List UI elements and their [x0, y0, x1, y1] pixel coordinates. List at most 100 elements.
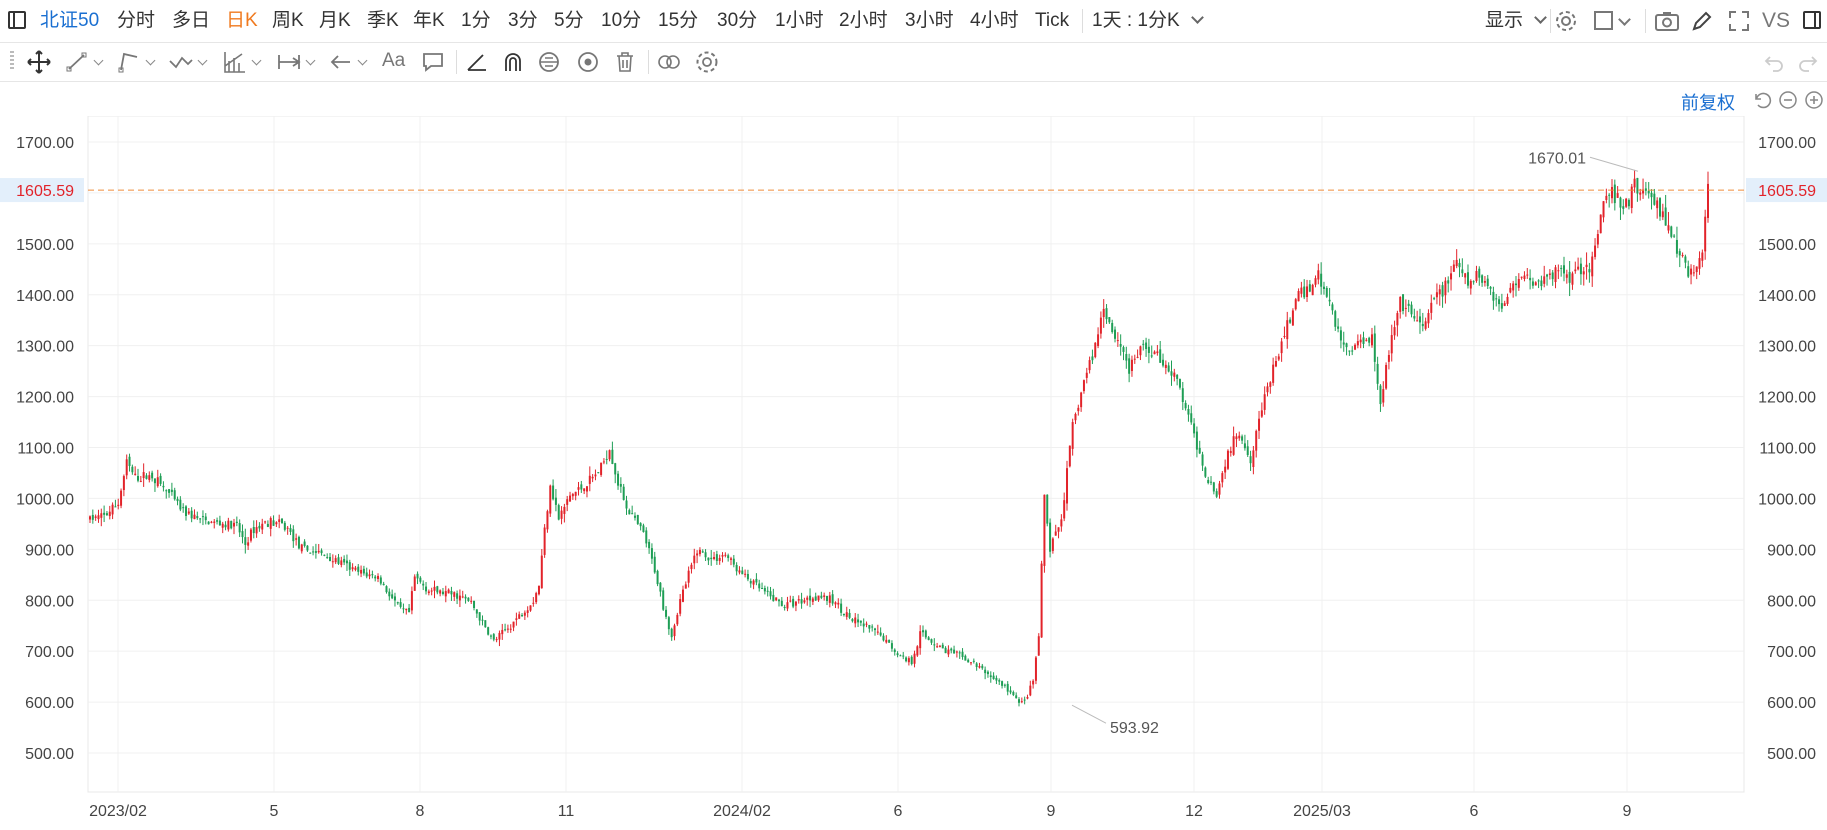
candle [936, 642, 939, 648]
candlestick-chart[interactable]: 1700.001600.001500.001400.001300.001200.… [0, 116, 1827, 830]
candle [1633, 169, 1636, 193]
candle [1707, 171, 1709, 223]
candle [521, 613, 524, 617]
comment-bubble-icon[interactable] [420, 49, 446, 75]
measure-range-icon[interactable] [276, 49, 302, 75]
sidebar-toggle-icon[interactable] [8, 11, 26, 29]
period-tab[interactable]: 季K [367, 10, 399, 31]
camera-icon[interactable] [1654, 9, 1680, 33]
candle [1277, 353, 1280, 362]
period-tab[interactable]: 5分 [554, 10, 584, 31]
trash-icon[interactable] [612, 49, 638, 75]
wave-pattern-icon[interactable] [168, 49, 194, 75]
candle [473, 600, 476, 611]
arrow-left-icon[interactable] [328, 49, 354, 75]
candle [789, 595, 792, 603]
display-menu[interactable]: 显示 [1485, 0, 1548, 42]
period-tab[interactable]: 4小时 [970, 10, 1019, 31]
period-tab[interactable]: 1小时 [775, 10, 824, 31]
eye-visibility-icon[interactable] [575, 49, 601, 75]
line-segment-icon[interactable] [64, 49, 90, 75]
zoom-out-icon[interactable] [1778, 90, 1798, 110]
candle [537, 585, 540, 596]
chevron-down-icon[interactable] [93, 55, 104, 66]
candle [854, 613, 857, 628]
candle [1673, 234, 1676, 238]
fib-grid-icon[interactable] [222, 49, 248, 75]
symbol-name[interactable]: 北证50 [40, 10, 100, 31]
period-tab[interactable]: Tick [1035, 10, 1070, 31]
period-tab[interactable]: 分时 [117, 10, 156, 31]
candle [1461, 258, 1464, 277]
overlay-circles-icon[interactable] [656, 49, 682, 75]
move-cross-icon[interactable] [26, 49, 52, 75]
period-tab[interactable]: 1分 [461, 10, 491, 31]
period-tab[interactable]: 月K [319, 10, 351, 31]
angle-tool-icon[interactable] [464, 49, 490, 75]
reset-icon[interactable] [1752, 90, 1772, 110]
candle [1207, 476, 1210, 485]
candle [1060, 514, 1063, 532]
candle [947, 645, 950, 658]
candle [168, 488, 171, 498]
layout-square-icon[interactable] [1594, 11, 1613, 30]
period-tab[interactable]: 2小时 [839, 10, 888, 31]
candle [252, 520, 255, 539]
lock-draw-icon[interactable] [536, 49, 562, 75]
candle [1585, 252, 1588, 280]
period-tab[interactable]: 3分 [508, 10, 538, 31]
candle [820, 591, 823, 600]
candle [679, 594, 682, 617]
magnet-icon[interactable] [500, 49, 526, 75]
compare-vs-button[interactable]: VS [1762, 9, 1791, 32]
fullscreen-icon[interactable] [1727, 9, 1751, 33]
candle [1283, 326, 1286, 339]
period-tab[interactable]: 30分 [717, 10, 758, 31]
price-adjust-select[interactable]: 前复权 [1681, 93, 1735, 113]
chevron-down-icon[interactable] [1618, 13, 1631, 26]
candle [348, 559, 351, 576]
drag-handle-icon[interactable] [10, 51, 14, 71]
zoom-in-icon[interactable] [1804, 90, 1824, 110]
chevron-down-icon[interactable] [305, 55, 316, 66]
chevron-down-icon[interactable] [251, 55, 262, 66]
range-select[interactable]: 1天 : 1分K [1092, 0, 1204, 42]
x-tick-label: 11 [558, 803, 575, 820]
candle [433, 580, 436, 599]
chevron-down-icon[interactable] [357, 55, 368, 66]
candle [1201, 451, 1204, 472]
chevron-down-icon[interactable] [145, 55, 156, 66]
candle [910, 655, 913, 666]
period-tab[interactable]: 15分 [658, 10, 699, 31]
redo-icon[interactable] [1796, 49, 1822, 75]
toolbar-settings-icon[interactable] [694, 49, 720, 75]
undo-icon[interactable] [1760, 49, 1786, 75]
candle [1404, 299, 1407, 317]
polyline-icon[interactable] [116, 49, 142, 75]
candle [1235, 433, 1238, 447]
candle [1348, 350, 1351, 356]
chart-subbar: 前复权 [0, 82, 1827, 116]
panel-toggle-icon[interactable] [1803, 11, 1821, 29]
period-tab[interactable]: 周K [272, 10, 304, 31]
candle [450, 586, 453, 601]
candle [185, 505, 188, 521]
period-tab[interactable]: 日K [226, 10, 258, 31]
x-tick-label: 2025/03 [1293, 803, 1351, 820]
y-tick-label: 1200.00 [16, 390, 74, 407]
drawing-toolbar: Aa [0, 43, 1827, 82]
period-tab[interactable]: 多日 [172, 10, 211, 31]
pencil-icon[interactable] [1690, 9, 1714, 33]
candle [1613, 179, 1616, 211]
chevron-down-icon[interactable] [197, 55, 208, 66]
period-tab[interactable]: 3小时 [905, 10, 954, 31]
candle [848, 609, 851, 620]
period-tab[interactable]: 年K [413, 10, 445, 31]
period-tab[interactable]: 10分 [601, 10, 642, 31]
text-tool-button[interactable]: Aa [382, 50, 406, 71]
candle [842, 613, 845, 617]
candle [851, 618, 854, 623]
settings-gear-icon[interactable] [1554, 9, 1578, 33]
candle [1204, 466, 1207, 479]
candle [622, 483, 625, 501]
